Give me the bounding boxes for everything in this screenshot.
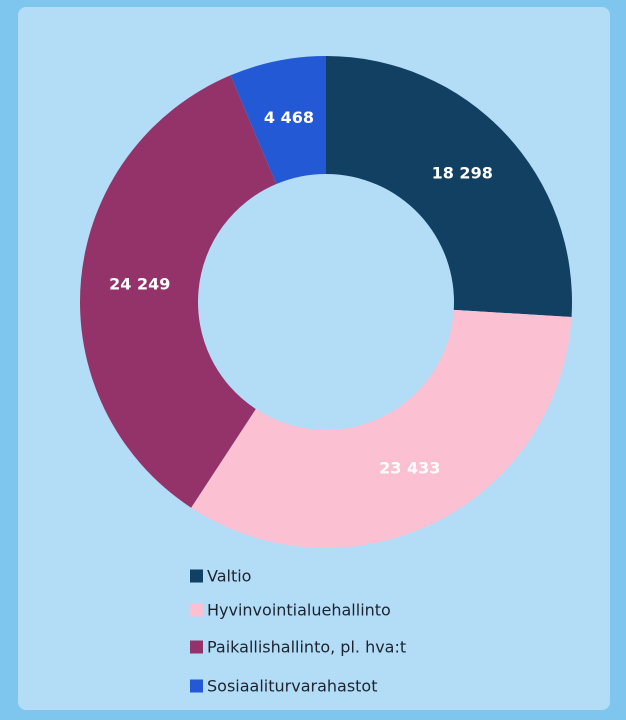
- value-label: 18 298: [432, 163, 493, 182]
- donut-segment: [230, 56, 326, 185]
- legend-swatch: [190, 640, 203, 654]
- donut-segment: [80, 75, 277, 508]
- donut-segment: [326, 56, 572, 318]
- legend-label: Paikallishallinto, pl. hva:t: [207, 638, 406, 657]
- legend-label: Sosiaaliturvarahastot: [207, 677, 378, 696]
- donut-segment: [191, 309, 572, 548]
- value-label: 24 249: [109, 275, 170, 294]
- legend-swatch: [190, 679, 203, 693]
- legend-swatch: [190, 569, 203, 583]
- value-label: 23 433: [379, 459, 440, 478]
- legend-label: Hyvinvointialuehallinto: [207, 601, 391, 620]
- value-label: 4 468: [264, 108, 314, 127]
- legend-label: Valtio: [207, 567, 251, 586]
- legend-swatch: [190, 603, 203, 617]
